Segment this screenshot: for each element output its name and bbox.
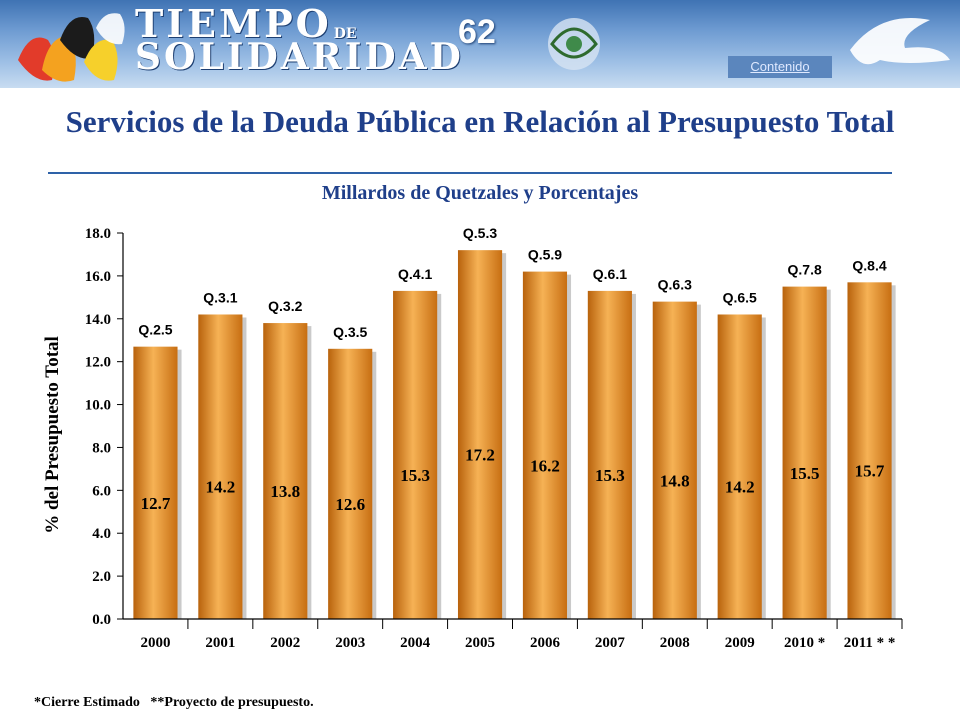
bar-value-label: 13.8 [270, 482, 300, 501]
x-tick-label: 2008 [660, 635, 690, 651]
x-tick-label: 2009 [725, 635, 755, 651]
dove-icon [850, 18, 950, 65]
y-axis-label: % del Presupuesto Total [42, 336, 63, 534]
y-tick-label: 0.0 [92, 612, 111, 628]
brand-line-2: SOLIDARIDAD [135, 36, 464, 78]
amount-label: Q.5.9 [528, 247, 562, 263]
y-tick-label: 8.0 [92, 440, 111, 456]
solidarity-hands-logo [18, 13, 950, 82]
y-tick-label: 14.0 [85, 312, 111, 328]
header-banner: TIEMPO DE SOLIDARIDAD 62 Contenido [0, 0, 960, 88]
bars-layer [133, 250, 896, 619]
x-tick-label: 2003 [335, 635, 365, 651]
bar [328, 348, 373, 619]
y-tick-label: 12.0 [85, 355, 111, 371]
bar-value-label: 15.5 [790, 464, 820, 483]
y-tick-label: 10.0 [85, 398, 111, 414]
bar-value-label: 12.7 [141, 494, 171, 513]
bar [522, 271, 568, 619]
x-tick-label: 2004 [400, 635, 431, 651]
x-tick-label: 2001 [205, 635, 235, 651]
bar [263, 323, 308, 619]
y-tick-label: 16.0 [85, 269, 111, 285]
bar-value-label: 12.6 [335, 495, 365, 514]
x-tick-label: 2011 * * [844, 635, 896, 651]
axes-layer [117, 232, 903, 629]
bar [393, 290, 438, 619]
bar [652, 301, 697, 619]
bar-value-label: 15.7 [855, 462, 885, 481]
x-tick-label: 2010 * [784, 635, 825, 651]
bar-value-label: 14.2 [725, 478, 755, 497]
amount-label: Q.3.5 [333, 324, 367, 340]
contents-link[interactable]: Contenido [728, 56, 832, 78]
x-tick-label: 2002 [270, 635, 300, 651]
page-title: Servicios de la Deuda Pública en Relació… [65, 104, 895, 139]
y-tick-label: 6.0 [92, 483, 111, 499]
brand-line-1: TIEMPO DE [135, 1, 357, 46]
bar-value-label: 14.2 [206, 478, 236, 497]
amount-label: Q.6.5 [723, 289, 757, 305]
chart-subtitle: Millardos de Quetzales y Porcentajes [321, 182, 639, 204]
x-tick-label: 2006 [530, 635, 561, 651]
amount-label: Q.6.1 [593, 266, 627, 282]
y-tick-label: 2.0 [92, 569, 111, 585]
bar [133, 346, 178, 619]
amount-label: Q.6.3 [658, 277, 692, 293]
footnote: *Cierre Estimado **Proyecto de presupues… [34, 695, 314, 710]
bar-value-label: 17.2 [465, 446, 495, 465]
amount-label: Q.4.1 [398, 266, 432, 282]
amount-label: Q.3.2 [268, 298, 302, 314]
amount-label: Q.8.4 [852, 257, 886, 273]
hand-icons [18, 13, 125, 82]
bar [847, 282, 892, 619]
bar-chart: 12.7 Q.2.5 2000 14.2 Q.3.1 2001 13.8 Q.3.2 2002 1… [42, 225, 903, 651]
bar [198, 314, 243, 619]
labels-layer: 12.7 Q.2.5 2000 14.2 Q.3.1 2001 13.8 Q.3.2 2002 1… [85, 225, 896, 651]
x-tick-label: 2005 [465, 635, 495, 651]
amount-label: Q.3.1 [203, 289, 237, 305]
y-tick-label: 18.0 [85, 226, 111, 242]
amount-label: Q.7.8 [788, 262, 822, 278]
bar [717, 314, 762, 619]
y-tick-label: 4.0 [92, 526, 111, 542]
bar [457, 250, 503, 619]
bar-value-label: 16.2 [530, 456, 560, 475]
x-tick-label: 2000 [140, 635, 170, 651]
amount-label: Q.5.3 [463, 225, 497, 241]
title-divider [48, 172, 892, 174]
bar-value-label: 14.8 [660, 471, 690, 490]
x-tick-label: 2007 [595, 635, 626, 651]
bar [587, 290, 632, 619]
bar-value-label: 15.3 [595, 466, 625, 485]
page-number: 62 [458, 13, 496, 51]
amount-label: Q.2.5 [138, 322, 172, 338]
bar-value-label: 15.3 [400, 466, 430, 485]
bar [782, 286, 827, 619]
coat-of-arms-icon [548, 18, 600, 70]
